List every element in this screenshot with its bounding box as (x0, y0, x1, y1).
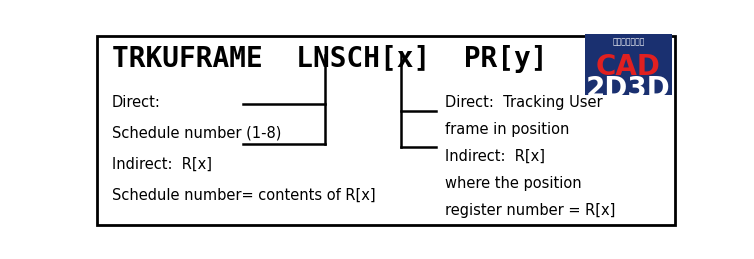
Text: 工业自动化专家: 工业自动化专家 (612, 38, 645, 47)
FancyBboxPatch shape (585, 34, 672, 95)
Text: register number = R[x]: register number = R[x] (445, 203, 615, 218)
Text: Direct:: Direct: (112, 95, 161, 110)
Text: Schedule number= contents of R[x]: Schedule number= contents of R[x] (112, 188, 375, 203)
Text: frame in position: frame in position (445, 122, 569, 137)
Text: 2D3D: 2D3D (586, 75, 671, 103)
Text: Schedule number (1-8): Schedule number (1-8) (112, 126, 281, 141)
Text: Direct:  Tracking User: Direct: Tracking User (445, 95, 602, 110)
Text: Indirect:  R[x]: Indirect: R[x] (445, 149, 545, 164)
Text: CAD: CAD (596, 53, 661, 81)
FancyBboxPatch shape (97, 36, 675, 225)
Text: Indirect:  R[x]: Indirect: R[x] (112, 157, 212, 172)
Text: TRKUFRAME  LNSCH[x]  PR[y]: TRKUFRAME LNSCH[x] PR[y] (112, 45, 547, 73)
Text: where the position: where the position (445, 176, 581, 191)
